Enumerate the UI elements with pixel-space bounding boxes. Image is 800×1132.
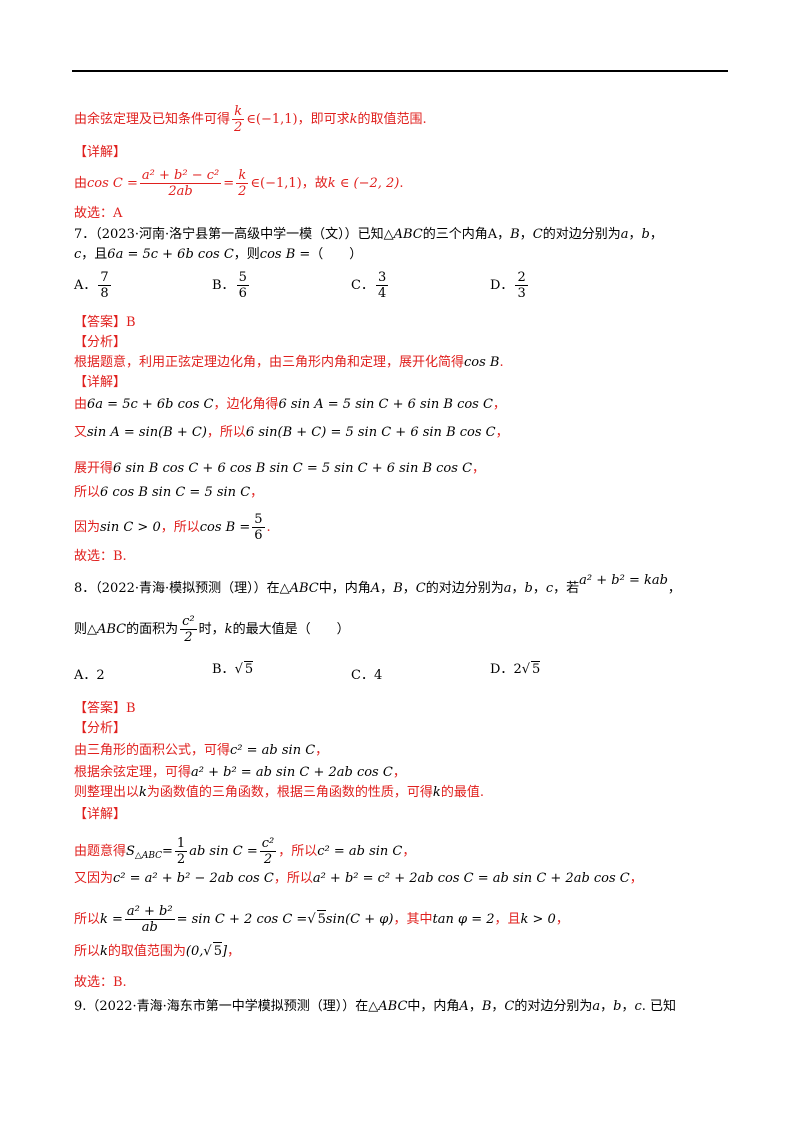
detail-line: 又因为c² = a² + b² − 2ab cos C，所以a² + b² = …	[74, 871, 643, 886]
option-c[interactable]: C．4	[351, 668, 383, 683]
detail-line-cos: 由cos C = a² + b² − c² 2ab = k 2 ∈(−1,1)，故k ∈ (…	[74, 168, 404, 199]
answer-label: 【答案】B	[74, 315, 136, 330]
analysis-text: 根据题意，利用正弦定理边化角，由三角形内角和定理，展开化简得cos B.	[74, 355, 504, 370]
final-answer: 故选：B.	[74, 549, 127, 564]
answer-label: 【答案】B	[74, 701, 136, 716]
option-d[interactable]: D． 2 3	[490, 270, 528, 301]
question-7-line-2: c，且6a = 5c + 6b cos C，则cos B =（ ）	[74, 247, 363, 262]
detail-line: 由6a = 5c + 6b cos C，边化角得6 sin A = 5 sin …	[74, 397, 506, 412]
analysis-label: 【分析】	[74, 721, 127, 736]
detail-line: 所以k的取值范围为(0,√ 5]，	[74, 942, 241, 959]
option-d[interactable]: D．2√ 5	[490, 661, 541, 677]
question-8-line-2: 则△ABC的面积为 c² 2 时，k的最大值是（ ）	[74, 614, 350, 645]
detail-line: 由题意得S△ABC= 1 2 ab sin C = c² 2 ，所以c² = ab sin …	[74, 836, 416, 867]
option-a[interactable]: A． 7 8	[74, 270, 111, 301]
question-8-line-1: 8．（2022·青海·模拟预测（理））在△ABC中，内角A，B，C的对边分别为a…	[74, 573, 681, 596]
analysis-line: 根据余弦定理，可得a² + b² = ab sin C + 2ab cos C，	[74, 765, 406, 780]
analysis-line: 则整理出以k为函数值的三角函数，根据三角函数的性质，可得k的最值.	[74, 785, 484, 800]
detail-line: 所以k = a² + b² ab = sin C + 2 cos C =√ 5sin(C…	[74, 904, 569, 935]
detail-label: 【详解】	[74, 145, 127, 160]
analysis-label: 【分析】	[74, 335, 127, 350]
detail-line: 又sin A = sin(B + C)，所以6 sin(B + C) = 5 s…	[74, 425, 509, 440]
option-a[interactable]: A．2	[74, 668, 105, 683]
option-b[interactable]: B．√ 5	[212, 661, 254, 677]
header-rule	[72, 70, 728, 72]
detail-line: 展开得6 sin B cos C + 6 cos B sin C = 5 sin…	[74, 461, 486, 476]
detail-label: 【详解】	[74, 807, 127, 822]
analysis-line: 由三角形的面积公式，可得c² = ab sin C，	[74, 743, 329, 758]
detail-line: 所以6 cos B sin C = 5 sin C，	[74, 485, 264, 500]
detail-line: 因为sin C > 0，所以cos B = 5 6.	[74, 512, 271, 543]
answer-line: 故选：A	[74, 206, 123, 221]
option-b[interactable]: B． 5 6	[212, 270, 249, 301]
question-9-line-1: 9.（2022·青海·海东市第一中学模拟预测（理））在△ABC中，内角A，B，C…	[74, 999, 677, 1014]
final-answer: 故选：B.	[74, 975, 127, 990]
analysis-line: 由余弦定理及已知条件可得 k 2 ∈(−1,1)，即可求k的取值范围.	[74, 104, 427, 135]
option-c[interactable]: C． 3 4	[351, 270, 389, 301]
detail-label: 【详解】	[74, 375, 127, 390]
question-7-line-1: 7．（2023·河南·洛宁县第一高级中学一模（文））已知△ABC的三个内角A，B…	[74, 227, 663, 242]
